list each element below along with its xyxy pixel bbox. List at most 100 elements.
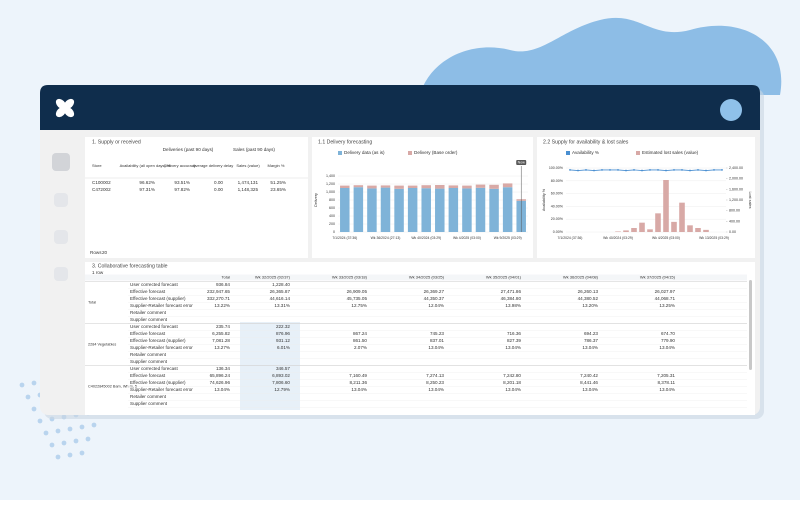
y2-tick-label: 2,000.00 bbox=[729, 177, 743, 181]
group-label: 2284 Vegetables bbox=[88, 343, 116, 347]
cell: 7,081.28 bbox=[212, 338, 230, 343]
legend-label: Delivery (Base order) bbox=[414, 150, 458, 155]
bar bbox=[394, 185, 404, 189]
measure-label: Supplier-Retailer forecast error bbox=[130, 387, 193, 392]
cell: 93.51% bbox=[174, 180, 190, 185]
cell: 13.04% bbox=[505, 387, 521, 392]
cell: 346.57 bbox=[276, 366, 290, 371]
point bbox=[721, 169, 723, 171]
cell: 7,205.31 bbox=[657, 373, 675, 378]
cell: 13.04% bbox=[428, 345, 444, 350]
cell: 46,384.80 bbox=[501, 296, 522, 301]
scrollbar[interactable] bbox=[749, 280, 752, 370]
y-tick-label: 800 bbox=[329, 198, 335, 202]
group-label: Total bbox=[88, 301, 96, 305]
column-header: Availability (all open days) % bbox=[120, 163, 171, 168]
cell: 786.37 bbox=[584, 338, 598, 343]
point bbox=[681, 169, 683, 171]
measure-label: Retailer comment bbox=[130, 352, 167, 357]
cell: 26,365.87 bbox=[270, 289, 291, 294]
bar bbox=[435, 185, 445, 189]
app-logo[interactable] bbox=[54, 97, 76, 119]
bar bbox=[639, 222, 645, 232]
column-header: Wk 34/2025 (03/25) bbox=[409, 275, 445, 280]
cell: 13.04% bbox=[582, 345, 598, 350]
cell: 7,274.13 bbox=[426, 373, 444, 378]
bar bbox=[647, 229, 653, 232]
point bbox=[601, 169, 603, 171]
point bbox=[705, 169, 707, 172]
cell: 44,616.14 bbox=[270, 296, 291, 301]
y-axis-label: Availability % bbox=[542, 188, 546, 211]
bar bbox=[655, 213, 661, 232]
cell: 97.82% bbox=[174, 187, 190, 192]
bar bbox=[448, 188, 459, 232]
cell: 867.24 bbox=[353, 331, 367, 336]
nav-item[interactable] bbox=[54, 230, 68, 244]
legend-label: Delivery data (as is) bbox=[344, 150, 385, 155]
line bbox=[569, 169, 722, 171]
x-tick-label: Wk 4/2025 (03:00) bbox=[652, 236, 680, 240]
user-avatar[interactable] bbox=[720, 99, 742, 121]
point bbox=[641, 169, 643, 172]
column-header: Delivery accuracy bbox=[164, 163, 196, 168]
y-tick-label: 100.00% bbox=[549, 166, 564, 170]
bar bbox=[367, 188, 377, 232]
nav-item[interactable] bbox=[54, 267, 68, 281]
cell: 26,027.97 bbox=[655, 289, 676, 294]
cell: 0.00 bbox=[214, 187, 223, 192]
cell: 745.23 bbox=[430, 331, 444, 336]
cell: 12.75% bbox=[351, 303, 367, 308]
y-tick-label: 600 bbox=[329, 206, 335, 210]
point bbox=[617, 169, 619, 171]
nav-item[interactable] bbox=[52, 153, 70, 171]
cell: 44,380.52 bbox=[578, 296, 599, 301]
legend-swatch bbox=[566, 151, 570, 155]
measure-label: Supplier comment bbox=[130, 359, 168, 364]
bar bbox=[687, 225, 693, 232]
bar bbox=[663, 180, 669, 232]
footer-value[interactable]: 20 bbox=[102, 250, 108, 255]
x-tick-label: Wk 4/2025 (03:00) bbox=[453, 236, 481, 240]
cell: 13.04% bbox=[659, 345, 675, 350]
bar bbox=[615, 231, 621, 232]
cell: 136.34 bbox=[216, 366, 230, 371]
cell: 694.23 bbox=[584, 331, 598, 336]
panel bbox=[85, 262, 755, 415]
bar bbox=[421, 185, 431, 189]
measure-label: Effective forecast bbox=[130, 331, 166, 336]
cell: 8,211.36 bbox=[349, 380, 367, 385]
column-header: Margin % bbox=[268, 163, 285, 168]
cell: 232,947.65 bbox=[207, 289, 230, 294]
column-header: Wk 33/2025 (03/18) bbox=[332, 275, 368, 280]
cell: 51.25% bbox=[270, 180, 286, 185]
cell: 23.65% bbox=[270, 187, 286, 192]
legend-swatch bbox=[338, 151, 342, 155]
y-tick-label: 0.00% bbox=[553, 230, 564, 234]
y-tick-label: 1,000 bbox=[326, 190, 335, 194]
legend-label: Availability % bbox=[572, 150, 599, 155]
y2-tick-label: 400.00 bbox=[729, 219, 740, 223]
cell: 7,240.42 bbox=[580, 373, 598, 378]
y2-tick-label: 800.00 bbox=[729, 209, 740, 213]
column-header: Wk 37/2025 (04/15) bbox=[640, 275, 676, 280]
y-tick-label: 0 bbox=[333, 230, 335, 234]
point bbox=[593, 169, 595, 172]
measure-label: Supplier-Retailer forecast error bbox=[130, 345, 193, 350]
y-tick-label: 1,200 bbox=[326, 182, 335, 186]
point bbox=[649, 169, 651, 171]
measure-label: Effective forecast bbox=[130, 373, 166, 378]
cell: 13.04% bbox=[659, 387, 675, 392]
cell: 7,806.60 bbox=[272, 380, 290, 385]
bar bbox=[448, 185, 459, 188]
point bbox=[665, 169, 667, 172]
nav-item[interactable] bbox=[54, 193, 68, 207]
y-tick-label: 20.00% bbox=[551, 217, 564, 221]
bar bbox=[407, 185, 418, 188]
y-tick-label: 60.00% bbox=[551, 192, 564, 196]
measure-label: Effective forecast bbox=[130, 289, 166, 294]
cell: 861.50 bbox=[353, 338, 367, 343]
cell: C100002 bbox=[92, 180, 111, 185]
bar bbox=[407, 188, 418, 232]
bar bbox=[671, 221, 677, 232]
